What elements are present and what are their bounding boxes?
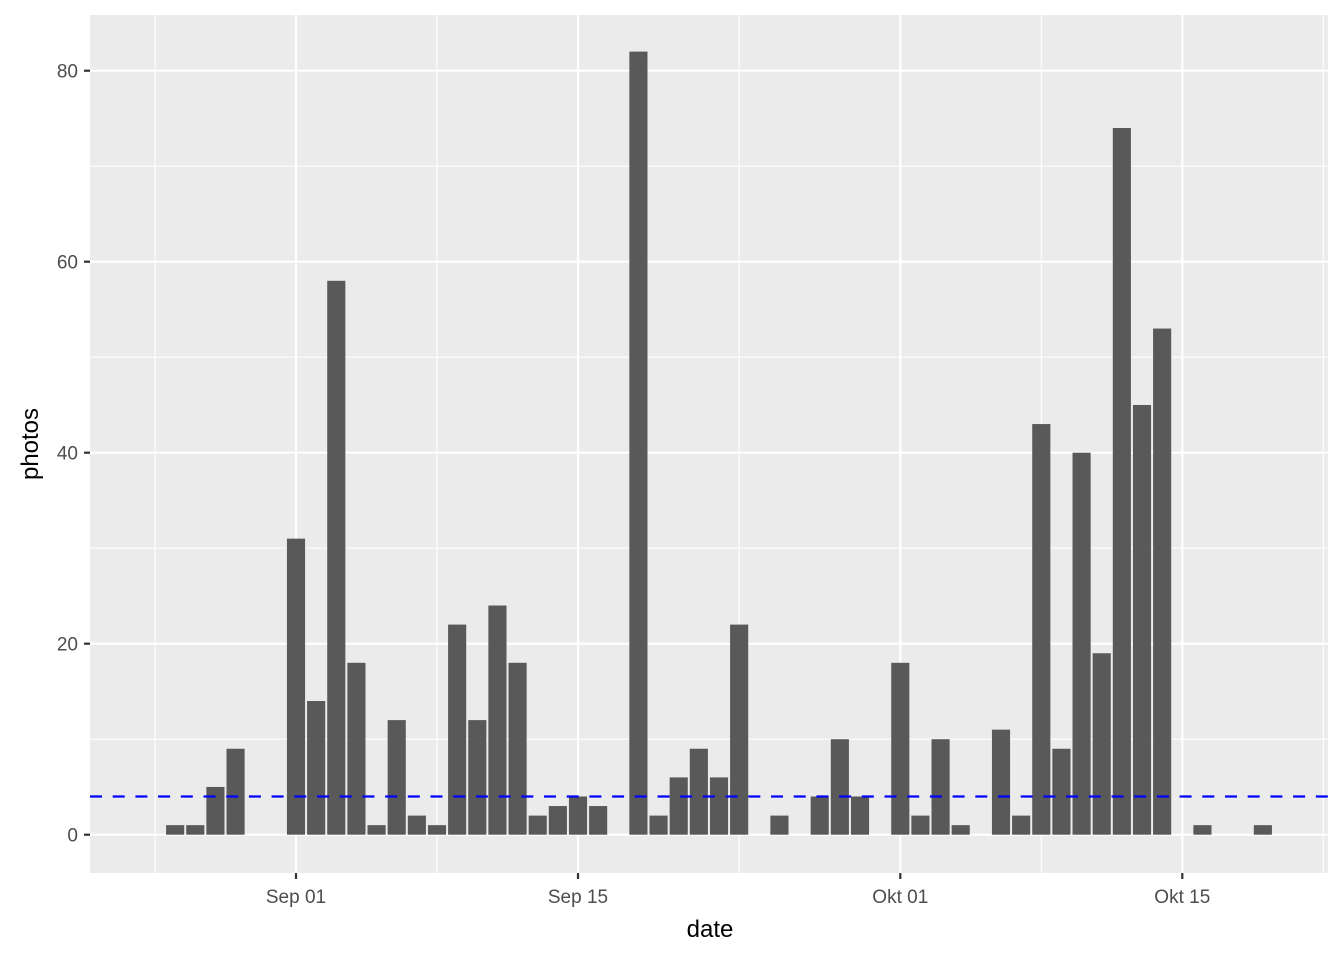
bar: Okt 06: 11 [991,729,1011,835]
y-tick-label: 80 [57,62,78,83]
bar: Sep 25: 2 [770,815,789,835]
bar: Okt 19: 1 [1253,825,1272,835]
bar: Sep 22: 6 [709,777,729,835]
y-axis-title: photos [17,408,44,480]
bar: Sep 16: 3 [589,806,608,835]
bar: Okt 09: 9 [1052,748,1071,835]
y-tick-label: 0 [67,826,78,847]
bar: Sep 13: 2 [528,815,547,835]
y-axis: 0 20 40 60 80 [57,62,90,847]
x-tick-label: Sep 01 [266,887,326,908]
bar: Sep 09: 22 [448,624,467,835]
bar: Okt 08: 43 [1032,424,1051,835]
bar: Sep 23: 22 [730,624,749,835]
bar: Sep 18: 82 [629,51,648,835]
bar: Sep 05: 1 [367,825,386,835]
bar: Sep 20: 6 [669,777,688,835]
bar: Okt 16: 1 [1193,825,1212,835]
x-axis: Sep 01 Sep 15 Okt 01 Okt 15 [266,873,1210,908]
bar: Aug 26: 1 [166,825,185,835]
bar: Okt 07: 2 [1012,815,1031,835]
bar: Sep 12: 18 [508,662,527,835]
bar: Okt 14: 53 [1153,328,1172,835]
bar: Sep 11: 24 [488,605,507,835]
y-tick-label: 20 [57,635,78,656]
bar: Sep 07: 2 [407,815,426,835]
bar: Okt 03: 10 [931,739,950,835]
bar: Sep 21: 9 [689,748,708,835]
x-tick-label: Sep 15 [548,887,608,908]
bar: Okt 13: 45 [1132,404,1152,835]
bars: Aug 26: 1Aug 27: 1Aug 28: 5Aug 29: 9 Sep … [166,51,1272,835]
bar: Sep 03: 58 [327,280,346,835]
bar: Sep 29: 4 [850,796,870,835]
bar: Okt 04: 1 [951,825,970,835]
bar: Okt 11: 19 [1092,653,1111,835]
x-tick-label: Okt 15 [1154,887,1210,908]
y-tick-label: 40 [57,444,78,465]
bar: Sep 06: 12 [387,720,406,835]
bar: Okt 10: 40 [1072,452,1091,835]
bar: Okt 02: 2 [911,815,930,835]
bar: Sep 14: 3 [548,806,567,835]
bar: Sep 01: 31 [286,538,306,835]
bar: Sep 10: 12 [468,720,487,835]
bar: Aug 27: 1 [186,825,205,835]
bar: Sep 28: 10 [830,739,849,835]
bar: Aug 28: 5 [206,786,225,835]
x-tick-label: Okt 01 [872,887,928,908]
bar: Sep 27: 4 [810,796,829,835]
bar: Sep 04: 18 [347,662,366,835]
bar: Sep 08: 1 [427,825,447,835]
y-tick-label: 60 [57,253,78,274]
bar: Sep 15: 4 [568,796,588,835]
x-axis-title: date [687,916,734,943]
bar: Sep 02: 14 [307,701,326,835]
bar: Sep 19: 2 [649,815,668,835]
bar: Aug 29: 9 [226,748,245,835]
bar: Okt 12: 74 [1112,128,1131,835]
bar: Okt 01: 18 [891,662,910,835]
